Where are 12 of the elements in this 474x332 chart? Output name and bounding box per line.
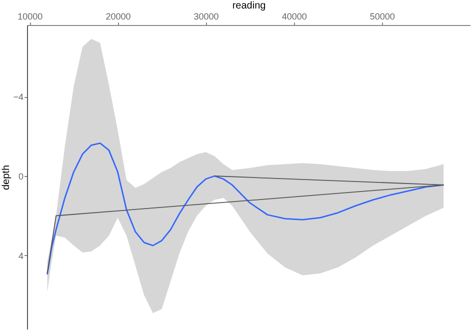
line-series: [46, 142, 444, 276]
x-tick-label: 40000: [282, 12, 307, 22]
y-axis-title: depth: [1, 164, 12, 190]
x-tick-label: 30000: [194, 12, 219, 22]
line-series: [46, 176, 444, 274]
x-axis-title: reading: [232, 0, 266, 12]
y-tick-label: 0: [18, 172, 24, 182]
y-tick-label: 4: [18, 250, 24, 261]
x-tick-label: 20000: [106, 12, 131, 22]
x-tick-label: 10000: [18, 12, 43, 22]
x-tick-label: 50000: [370, 12, 395, 22]
y-tick-label: −4: [13, 92, 24, 102]
